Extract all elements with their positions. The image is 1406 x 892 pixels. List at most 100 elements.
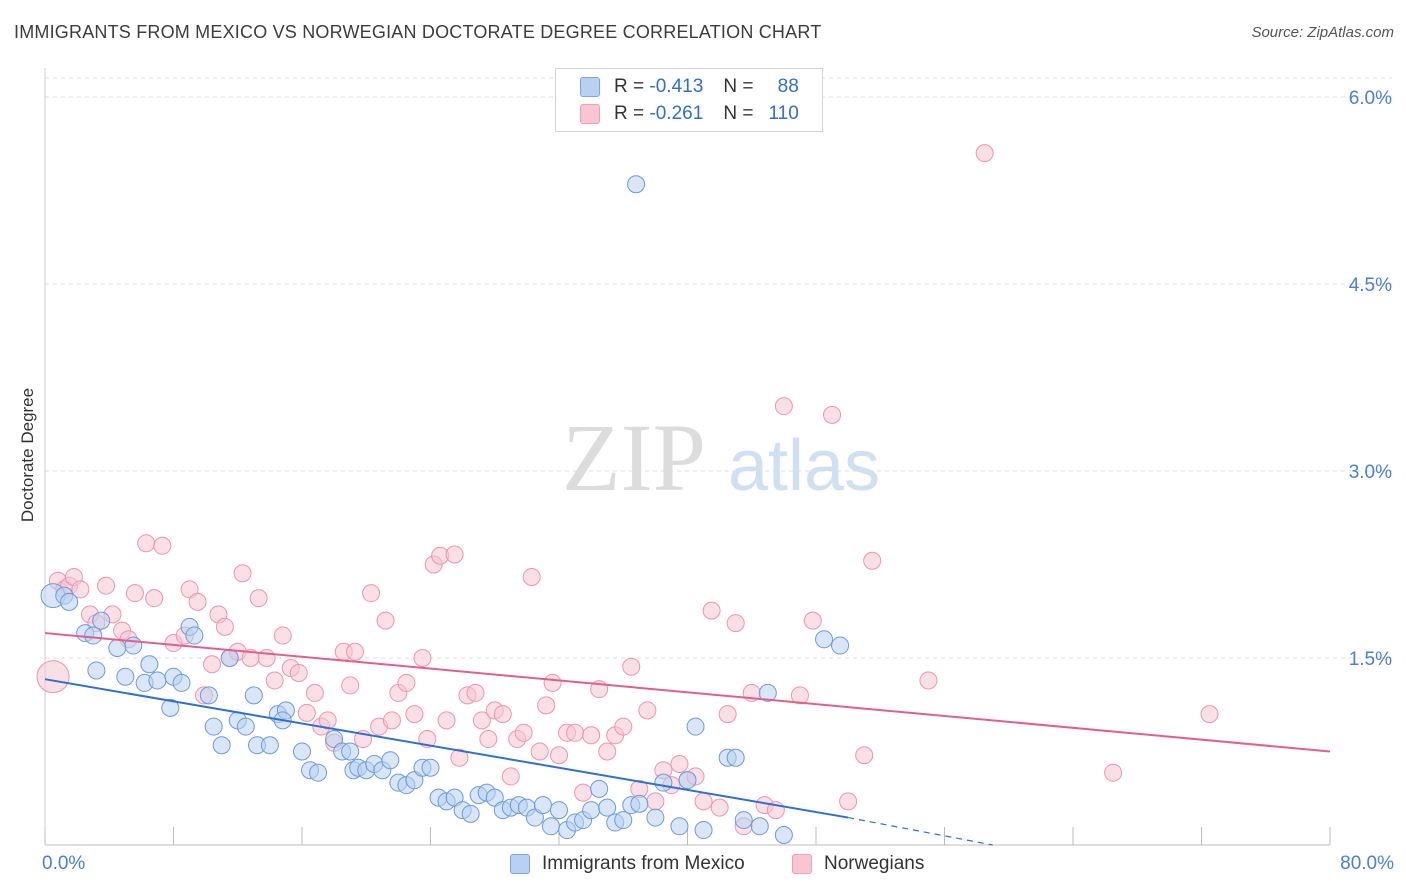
norwegians-point <box>863 551 882 570</box>
norwegians-point <box>445 545 464 564</box>
mexico-point <box>815 630 834 649</box>
norwegians-point <box>919 671 938 690</box>
x-tick-label: 80.0% <box>1340 853 1394 874</box>
mexico-point <box>421 758 440 777</box>
mexico-trend-extension <box>848 816 993 846</box>
mexico-point <box>831 636 850 655</box>
legend-r-label: R = <box>614 103 645 124</box>
mexico-point <box>108 639 127 658</box>
watermark-zip: ZIP <box>562 404 706 511</box>
mexico-point <box>244 686 263 705</box>
mexico-trend-line <box>44 678 849 819</box>
norwegians-point <box>479 730 498 749</box>
norwegians-point <box>537 696 556 715</box>
mexico-point <box>686 717 705 736</box>
norwegians-point <box>382 711 401 730</box>
mexico-point <box>140 655 159 674</box>
source-label: Source: ZipAtlas.com <box>1251 24 1394 41</box>
norwegians-point <box>437 711 456 730</box>
norwegians-point <box>574 783 593 802</box>
norwegians-point <box>466 683 485 702</box>
norwegians-point <box>71 580 90 599</box>
norwegians-point <box>376 611 395 630</box>
norwegians-point <box>1200 705 1219 724</box>
chart-title: IMMIGRANTS FROM MEXICO VS NORWEGIAN DOCT… <box>14 22 822 42</box>
norwegians-point <box>718 705 737 724</box>
norwegians-point <box>839 792 858 811</box>
bottom-legend-mexico: Immigrants from Mexico <box>510 851 745 877</box>
norwegians-point <box>346 642 365 661</box>
norwegians-point <box>215 617 234 636</box>
mexico-point <box>212 736 231 755</box>
norwegians-point <box>405 705 424 724</box>
mexico-point <box>678 771 697 790</box>
norwegians-point <box>855 746 874 765</box>
norwegians-point <box>450 748 469 767</box>
norwegians-point <box>670 754 689 773</box>
mexico-point <box>598 798 617 817</box>
mexico-point <box>758 683 777 702</box>
mexico-point <box>582 801 601 820</box>
watermark: ZIP atlas <box>562 404 880 511</box>
norwegians-point <box>543 673 562 692</box>
mexico-point <box>694 821 713 840</box>
norwegians-point <box>614 717 633 736</box>
norwegians-point <box>305 683 324 702</box>
x-tick-label: 0.0% <box>42 853 85 874</box>
mexico-point <box>220 649 239 667</box>
legend-swatch-pink <box>580 104 600 124</box>
mexico-point <box>646 808 665 827</box>
y-tick-label: 3.0% <box>1349 462 1392 483</box>
norwegians-point <box>522 567 541 586</box>
norwegians-point <box>694 792 713 811</box>
bottom-legend-label-mexico: Immigrants from Mexico <box>542 853 745 874</box>
mexico-point <box>161 698 180 717</box>
norwegians-point <box>501 767 520 786</box>
norwegians-point <box>397 673 416 692</box>
axes <box>44 68 1331 846</box>
mexico-point <box>541 817 560 836</box>
mexico-point <box>734 811 753 830</box>
legend-n-value: 110 <box>768 103 799 124</box>
mexico-point <box>627 175 646 194</box>
norwegians-point <box>289 663 308 682</box>
mexico-point <box>614 811 633 830</box>
norwegians-point <box>646 792 665 811</box>
legend-r-label: R = <box>614 76 645 97</box>
y-tick-label: 1.5% <box>1349 649 1392 670</box>
norwegians-point <box>203 655 222 674</box>
mexico-point <box>293 742 311 761</box>
norwegians-point <box>726 614 745 633</box>
mexico-point <box>309 763 328 782</box>
norwegians-point <box>362 584 381 603</box>
norwegians-point <box>145 589 164 608</box>
legend-n-value: 88 <box>777 76 799 97</box>
mexico-point <box>774 826 793 845</box>
mexico-point <box>204 717 223 736</box>
legend-swatch-blue <box>580 77 600 97</box>
bottom-legend-label-norwegians: Norwegians <box>824 853 925 874</box>
norwegians-point <box>418 730 437 749</box>
bottom-legend-norwegians: Norwegians <box>792 851 924 877</box>
mexico-point <box>92 611 111 630</box>
trend-lines <box>44 632 1331 846</box>
mexico-point <box>87 661 106 680</box>
legend-r-value: -0.413 <box>649 76 704 97</box>
norwegians-point <box>790 686 809 705</box>
norwegians-point <box>97 576 116 595</box>
legend-r-value: -0.261 <box>649 103 704 124</box>
watermark-atlas: atlas <box>728 426 880 506</box>
y-tick-label: 6.0% <box>1349 88 1392 109</box>
norwegians-point <box>514 723 533 742</box>
mexico-point <box>533 796 552 815</box>
tick-labels: 1.5% 3.0% 4.5% 6.0% 0.0% 80.0% <box>42 88 1394 874</box>
norwegians-point <box>472 711 491 730</box>
norwegians-trend-line <box>44 632 1331 753</box>
norwegians-point <box>823 405 842 424</box>
legend-n-label: N = <box>723 103 754 124</box>
mexico-point <box>185 626 204 645</box>
mexico-point <box>116 667 135 686</box>
bottom-swatch-pink <box>792 854 812 874</box>
norwegians-point <box>530 742 549 761</box>
mexico-point <box>630 794 649 813</box>
